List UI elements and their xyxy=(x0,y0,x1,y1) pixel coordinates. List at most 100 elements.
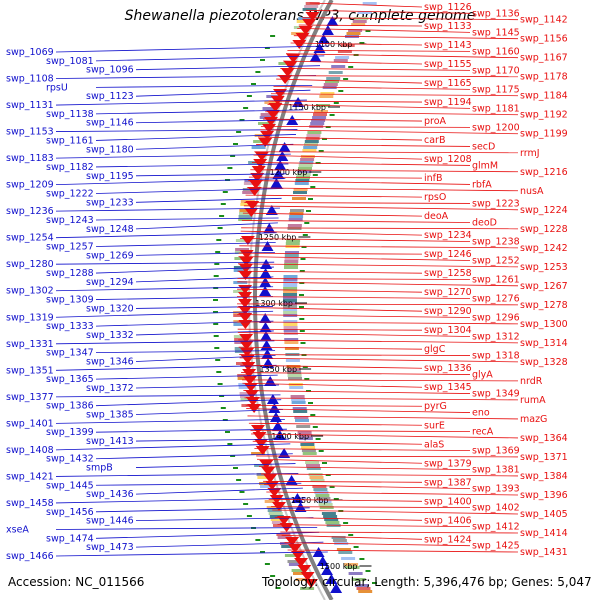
gene-label-left: swp_1456 xyxy=(46,507,94,518)
plus-strand-gene xyxy=(266,394,279,404)
leader-line xyxy=(238,256,471,261)
leader-line xyxy=(55,45,329,53)
feature-block xyxy=(313,488,328,491)
minus-strand-gene xyxy=(280,68,295,77)
gene-label-left: swp_1131 xyxy=(6,100,54,111)
leader-line xyxy=(262,118,423,122)
gc-mark xyxy=(264,563,270,565)
feature-block xyxy=(331,65,346,68)
gc-mark xyxy=(213,275,219,277)
feature-block xyxy=(331,536,346,539)
leader-line xyxy=(244,202,471,204)
feature-block xyxy=(346,32,361,35)
leader-line xyxy=(268,498,423,502)
gene-label-left: swp_1365 xyxy=(46,374,94,385)
leader-line xyxy=(266,491,519,496)
leader-line xyxy=(248,176,423,179)
feature-block xyxy=(298,167,312,170)
leader-line xyxy=(55,340,275,345)
gc-mark xyxy=(310,186,316,188)
gene-label-right: swp_1424 xyxy=(424,534,472,545)
feature-block xyxy=(293,410,308,413)
feature-block xyxy=(237,377,252,380)
gene-label-left: swp_1399 xyxy=(46,427,94,438)
leader-line xyxy=(242,382,423,388)
leader-line xyxy=(239,354,471,356)
gc-mark xyxy=(260,551,265,553)
gene-label-right: rumA xyxy=(520,395,546,406)
gene-label-left: smpB xyxy=(86,463,113,474)
gene-label-left: swp_1236 xyxy=(6,206,54,217)
feature-block xyxy=(287,224,302,227)
leader-line xyxy=(271,506,471,509)
feature-block xyxy=(341,557,356,560)
gene-label-right: swp_1387 xyxy=(424,477,472,488)
feature-block xyxy=(284,266,298,269)
leader-line xyxy=(250,169,519,173)
feature-block xyxy=(292,197,306,200)
leader-line xyxy=(267,103,471,109)
gene-label-right: alaS xyxy=(424,439,444,450)
leader-line xyxy=(272,509,519,515)
gc-mark xyxy=(230,455,236,457)
gc-mark xyxy=(264,47,270,49)
minus-strand-gene xyxy=(258,138,273,147)
gene-label-left: swp_1269 xyxy=(86,250,134,261)
leader-line xyxy=(55,527,318,530)
feature-block xyxy=(336,548,351,551)
gc-mark xyxy=(219,395,225,397)
feature-block xyxy=(240,395,254,398)
gc-mark xyxy=(308,198,313,200)
gene-label-right: swp_1170 xyxy=(472,65,520,76)
gc-mark xyxy=(322,138,327,140)
feature-block xyxy=(264,500,279,503)
gc-mark xyxy=(312,174,318,176)
gene-label-left: swp_1288 xyxy=(46,268,94,279)
minus-strand-gene xyxy=(297,565,312,574)
leader-line xyxy=(55,310,274,318)
gene-label-right: swp_1364 xyxy=(520,433,568,444)
feature-block xyxy=(351,23,366,26)
feature-block xyxy=(295,578,310,581)
plus-strand-gene xyxy=(285,475,298,485)
gene-label-left: swp_1280 xyxy=(6,259,54,270)
gene-label-right: swp_1223 xyxy=(472,198,520,209)
gene-label-right: swp_1199 xyxy=(520,129,568,140)
gene-label-right: swp_1405 xyxy=(520,509,568,520)
gene-label-right: pyrG xyxy=(424,401,447,412)
gene-label-right: eno xyxy=(472,408,490,419)
gc-mark xyxy=(220,407,226,409)
feature-block xyxy=(310,122,325,125)
gene-label-left: swp_1123 xyxy=(86,91,134,102)
plus-strand-gene xyxy=(309,52,322,62)
leader-line xyxy=(237,321,519,325)
gc-mark xyxy=(343,522,349,524)
feature-block xyxy=(357,11,372,14)
leader-line xyxy=(273,85,471,90)
feature-block xyxy=(302,8,317,11)
plus-strand-gene xyxy=(260,340,273,350)
feature-block xyxy=(300,443,315,446)
feature-block xyxy=(306,464,320,467)
feature-block xyxy=(312,485,327,488)
gene-label-right: swp_1318 xyxy=(472,351,520,362)
feature-block xyxy=(277,536,292,539)
gene-label-right: swp_1290 xyxy=(424,306,472,317)
feature-block xyxy=(304,5,319,8)
feature-block xyxy=(238,218,253,221)
feature-block xyxy=(309,476,324,479)
minus-strand-gene xyxy=(300,572,315,581)
leader-line xyxy=(95,531,320,539)
feature-block xyxy=(311,119,326,122)
feature-block xyxy=(326,77,341,80)
feature-block xyxy=(283,305,297,308)
gene-label-right: swp_1228 xyxy=(520,224,568,235)
minus-strand-gene xyxy=(244,208,259,217)
feature-block xyxy=(278,62,293,65)
feature-block xyxy=(351,578,366,581)
feature-block xyxy=(276,533,291,536)
leader-line xyxy=(95,399,282,407)
gene-label-right: swp_1270 xyxy=(424,287,472,298)
gc-mark xyxy=(301,246,307,248)
leader-line xyxy=(135,89,311,97)
